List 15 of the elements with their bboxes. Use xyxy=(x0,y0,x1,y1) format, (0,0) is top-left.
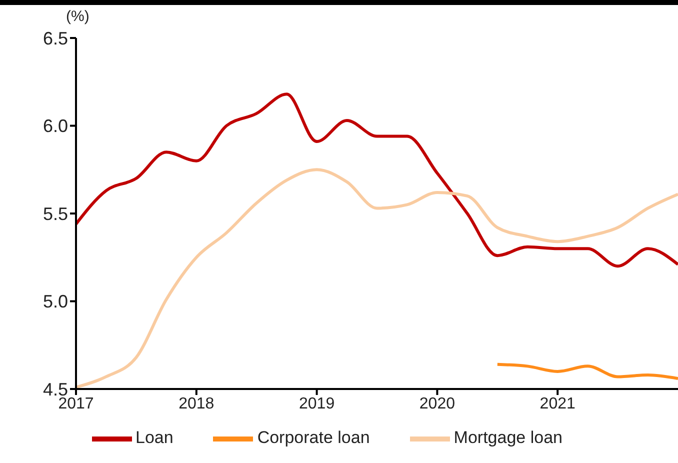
legend-label: Loan xyxy=(136,428,174,448)
x-tick-label: 2019 xyxy=(299,395,335,412)
x-tick-label: 2017 xyxy=(58,395,94,412)
line-series xyxy=(76,92,678,268)
y-tick-label: 5.5 xyxy=(42,204,68,224)
y-axis-title: (%) xyxy=(66,8,90,25)
y-tick-label: 5.0 xyxy=(42,292,68,312)
x-tick-label: 2020 xyxy=(419,395,456,412)
y-tick-label: 6.5 xyxy=(42,28,68,48)
x-tick-label: 2021 xyxy=(540,395,576,412)
y-tick-label: 6.0 xyxy=(42,116,68,136)
line-series xyxy=(496,362,678,380)
x-tick-label: 2018 xyxy=(178,395,214,412)
legend-label: Corporate loan xyxy=(257,428,370,448)
legend-label: Mortgage loan xyxy=(454,428,562,448)
